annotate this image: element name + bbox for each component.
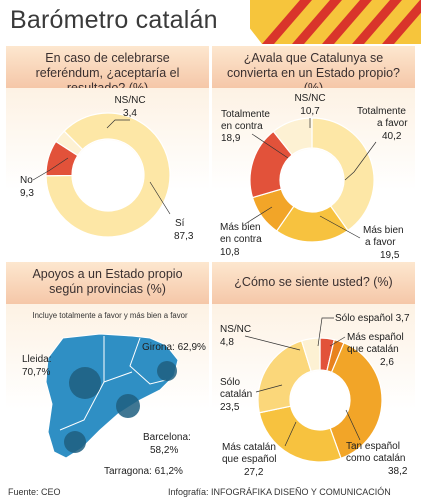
label-mb-favor-1: Más bien: [363, 225, 404, 236]
footer-credit: Infografía: INFOGRÁFIKA DISEÑO Y COMUNIC…: [168, 487, 391, 497]
panel-header: Apoyos a un Estado propio según provinci…: [6, 262, 209, 304]
leader-lines-independence: [244, 118, 377, 239]
label-mb-contra-1: Más bien: [220, 222, 261, 233]
slice-totalmente-a-favor: [311, 117, 375, 232]
leader-lines-identity: [244, 317, 361, 447]
marker-barcelona: [116, 394, 140, 418]
marker-girona: [157, 361, 177, 381]
donut-identity: [257, 337, 383, 463]
donut-independence: [249, 117, 375, 243]
map-title-line1: Apoyos a un Estado propio: [32, 267, 183, 281]
panel-provinces: Apoyos a un Estado propio según provinci…: [6, 262, 209, 480]
label-solo-cat-2: catalán: [220, 389, 252, 400]
value-nsnc-3: 4,8: [220, 337, 234, 348]
value-mas-esp: 2,6: [380, 357, 394, 368]
panel-header: ¿Avala que Catalunya se convierta en un …: [212, 46, 415, 95]
value-mb-favor: 19,5: [380, 250, 400, 261]
label-solo-esp: Sólo español 3,7: [335, 313, 410, 324]
slice-ns-nc: [272, 117, 313, 156]
donut-acceptance: [45, 112, 171, 238]
label-lleida-value: 70,7%: [22, 367, 50, 378]
label-mas-esp-1: Más español: [347, 332, 404, 343]
label-girona: Girona: 62,9%: [142, 342, 206, 353]
donut-hole: [291, 371, 349, 429]
value-solo-cat: 23,5: [220, 402, 240, 413]
panel-header: ¿Cómo se siente usted? (%): [212, 262, 415, 304]
label-barcelona-value: 58,2%: [150, 445, 178, 456]
label-tot-contra-2: en contra: [221, 121, 263, 132]
slice-más-catalán-que-español: [258, 405, 342, 463]
label-no: No: [20, 175, 33, 186]
label-mas-esp-2: que catalán: [347, 344, 399, 355]
header: Barómetro catalán: [0, 0, 421, 44]
map-subtitle: Incluye totalmente a favor y más bien a …: [32, 311, 188, 320]
senyera-flag-graphic: [250, 0, 421, 44]
map-title-line2: según provincias (%): [49, 282, 166, 296]
leader-lines-acceptance: [32, 119, 171, 215]
label-mas-cat-2: que español: [222, 454, 277, 465]
slice-ns-nc: [55, 130, 84, 157]
catalonia-map: [45, 333, 179, 459]
value-tot-contra: 18,9: [221, 133, 241, 144]
donut-hole: [281, 149, 343, 211]
chart-title: ¿Cómo se siente usted? (%): [234, 275, 393, 289]
value-tot-favor: 40,2: [382, 131, 402, 142]
map-title: Apoyos a un Estado propio según provinci…: [6, 267, 209, 297]
slice-ns-nc: [300, 337, 321, 373]
value-nsnc-2: 10,7: [300, 106, 320, 117]
marker-tarragona: [64, 431, 86, 453]
label-mb-contra-2: en contra: [220, 234, 262, 245]
marker-lleida: [69, 367, 101, 399]
value-no: 9,3: [20, 188, 34, 199]
value-mb-contra: 10,8: [220, 247, 240, 258]
chart-title: ¿Avala que Catalunya se convierta en un …: [226, 51, 401, 95]
donut-hole: [73, 140, 143, 210]
label-tot-favor-1: Totalmente: [357, 106, 406, 117]
label-tan-1: Tan español: [346, 441, 400, 452]
value-tan: 38,2: [388, 466, 408, 477]
value-si: 87,3: [174, 231, 194, 242]
label-tot-contra-1: Totalmente: [221, 109, 270, 120]
label-mb-favor-2: a favor: [365, 237, 396, 248]
footer-source: Fuente: CEO: [8, 487, 61, 497]
label-mas-cat-1: Más catalán: [222, 442, 276, 453]
label-nsnc: NS/NC: [114, 95, 145, 106]
label-tarragona: Tarragona: 61,2%: [104, 466, 183, 477]
label-tan-2: como catalán: [346, 453, 405, 464]
footer: Fuente: CEO Infografía: INFOGRÁFIKA DISE…: [0, 480, 421, 500]
label-tot-favor-2: a favor: [377, 118, 408, 129]
label-nsnc-2: NS/NC: [294, 93, 325, 104]
label-solo-cat-1: Sólo: [220, 377, 240, 388]
value-mas-cat: 27,2: [244, 467, 264, 478]
label-lleida-name: Lleida:: [22, 354, 51, 365]
value-nsnc: 3,4: [123, 108, 137, 119]
slice-sí: [45, 112, 171, 238]
label-nsnc-3: NS/NC: [220, 324, 251, 335]
slice-tan-español-como-catalán: [329, 342, 383, 460]
label-si: Sí: [175, 218, 185, 229]
page-title: Barómetro catalán: [10, 6, 218, 34]
label-barcelona-name: Barcelona:: [143, 432, 191, 443]
